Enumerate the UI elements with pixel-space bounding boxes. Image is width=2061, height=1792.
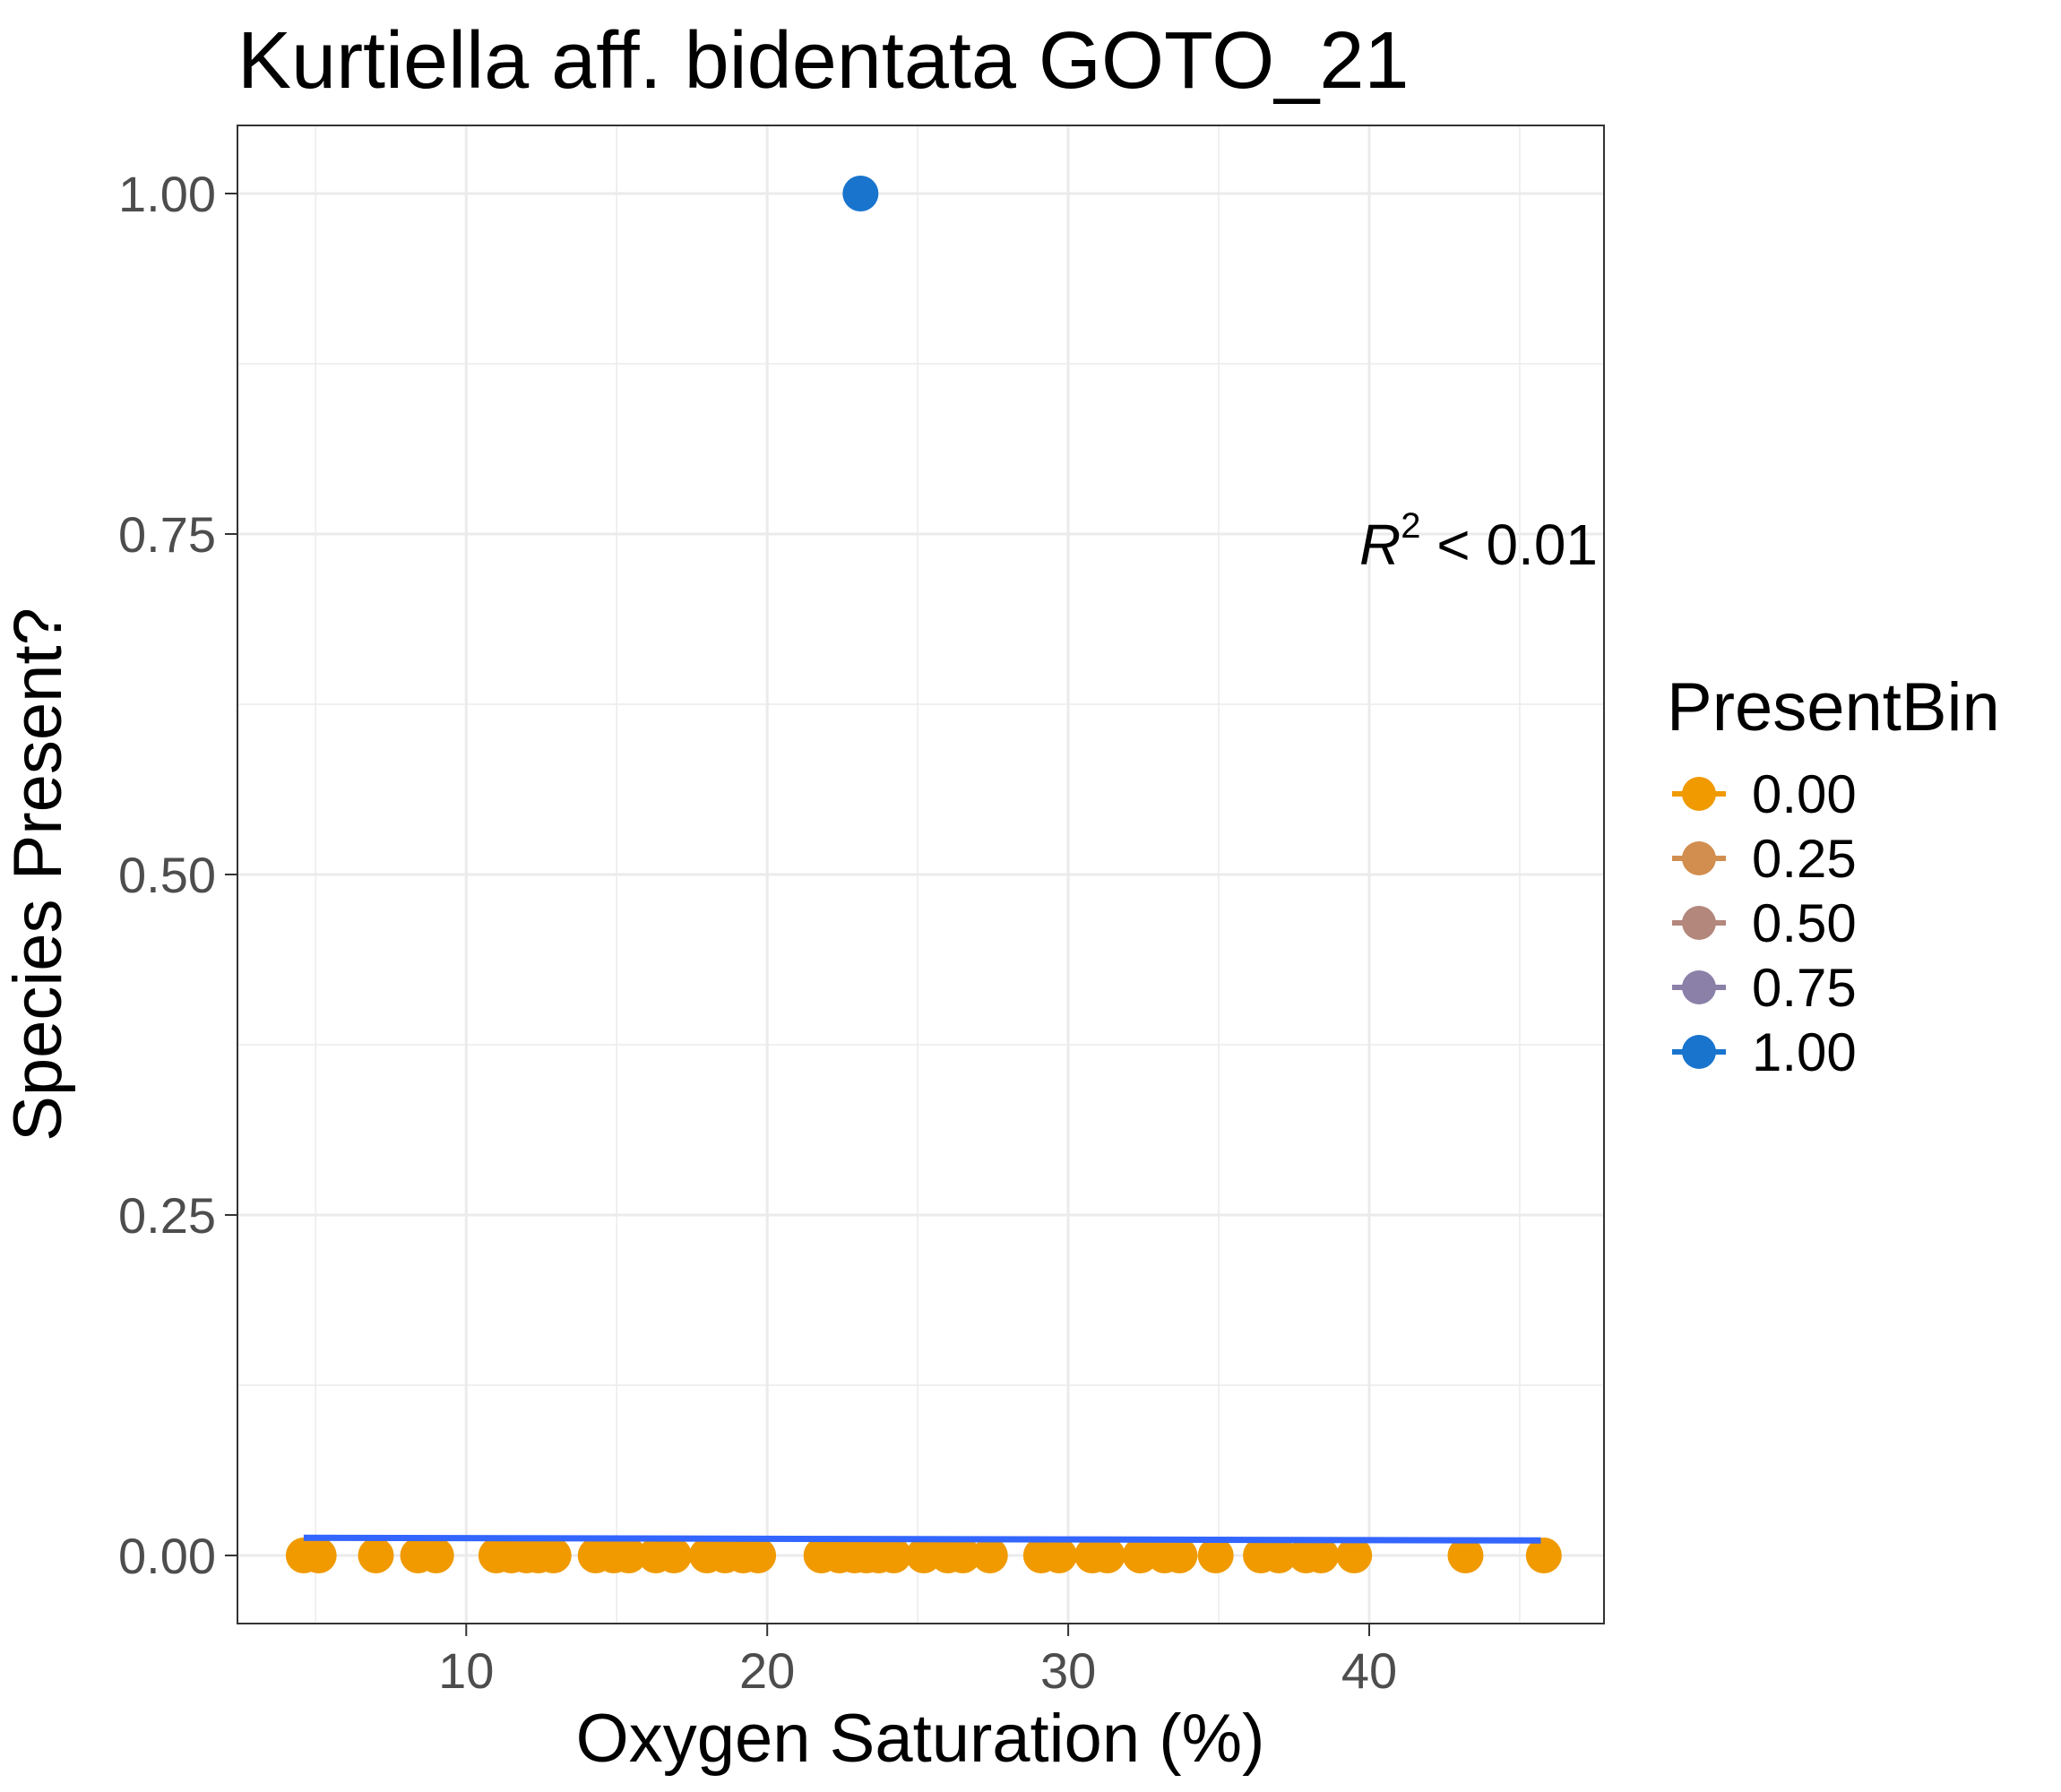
- data-point: [944, 1538, 981, 1573]
- data-point: [740, 1538, 777, 1573]
- data-point: [971, 1538, 1008, 1573]
- x-axis: 10 20 30 40: [438, 1624, 1397, 1699]
- y-tick-label: 0.25: [118, 1187, 216, 1244]
- x-axis-title: Oxygen Saturation (%): [576, 1701, 1265, 1777]
- data-point: [875, 1538, 912, 1573]
- data-point: [1261, 1538, 1298, 1573]
- legend-key-point: [1682, 777, 1716, 811]
- plot-panel: [237, 125, 1605, 1624]
- data-point: [610, 1538, 647, 1573]
- legend-label: 0.00: [1752, 764, 1857, 824]
- r-squared-annotation: R2 < 0.01: [1359, 506, 1598, 577]
- fit-line: [303, 1534, 1541, 1544]
- legend-key-point: [1682, 970, 1716, 1004]
- data-point: [656, 1538, 693, 1573]
- legend-title: PresentBin: [1667, 669, 2000, 745]
- legend: PresentBin 0.000.250.500.751.00: [1667, 669, 2000, 1082]
- data-point: [1161, 1538, 1198, 1573]
- data-point: [842, 176, 879, 211]
- y-tick-label: 0.50: [118, 847, 216, 903]
- data-point: [1089, 1538, 1125, 1573]
- data-point: [300, 1538, 337, 1573]
- data-point: [418, 1538, 454, 1573]
- legend-label: 1.00: [1752, 1022, 1857, 1082]
- x-tick-label: 40: [1341, 1642, 1397, 1699]
- data-point: [1525, 1538, 1562, 1573]
- legend-label: 0.50: [1752, 893, 1857, 953]
- x-tick-label: 30: [1040, 1642, 1096, 1699]
- chart-title: Kurtiella aff. bidentata GOTO_21: [237, 16, 1409, 106]
- data-point: [358, 1538, 394, 1573]
- x-tick-label: 20: [739, 1642, 795, 1699]
- y-axis: 0.00 0.25 0.50 0.75 1.00: [118, 166, 237, 1584]
- data-point: [1197, 1538, 1234, 1573]
- y-tick-label: 1.00: [118, 166, 216, 222]
- legend-label: 0.75: [1752, 958, 1857, 1018]
- y-tick-label: 0.00: [118, 1528, 216, 1584]
- data-point: [1303, 1538, 1340, 1573]
- y-tick-label: 0.75: [118, 506, 216, 563]
- data-point: [1041, 1538, 1078, 1573]
- data-point: [1447, 1538, 1484, 1573]
- legend-label: 0.25: [1752, 829, 1857, 889]
- legend-entries: 0.000.250.500.751.00: [1672, 764, 1857, 1082]
- data-point: [535, 1538, 572, 1573]
- legend-key-point: [1682, 841, 1716, 875]
- x-tick-label: 10: [438, 1642, 494, 1699]
- data-points: [285, 176, 1562, 1573]
- legend-key-point: [1682, 906, 1716, 940]
- legend-key-point: [1682, 1035, 1716, 1069]
- data-point: [1336, 1538, 1373, 1573]
- y-axis-title: Species Present?: [0, 607, 76, 1142]
